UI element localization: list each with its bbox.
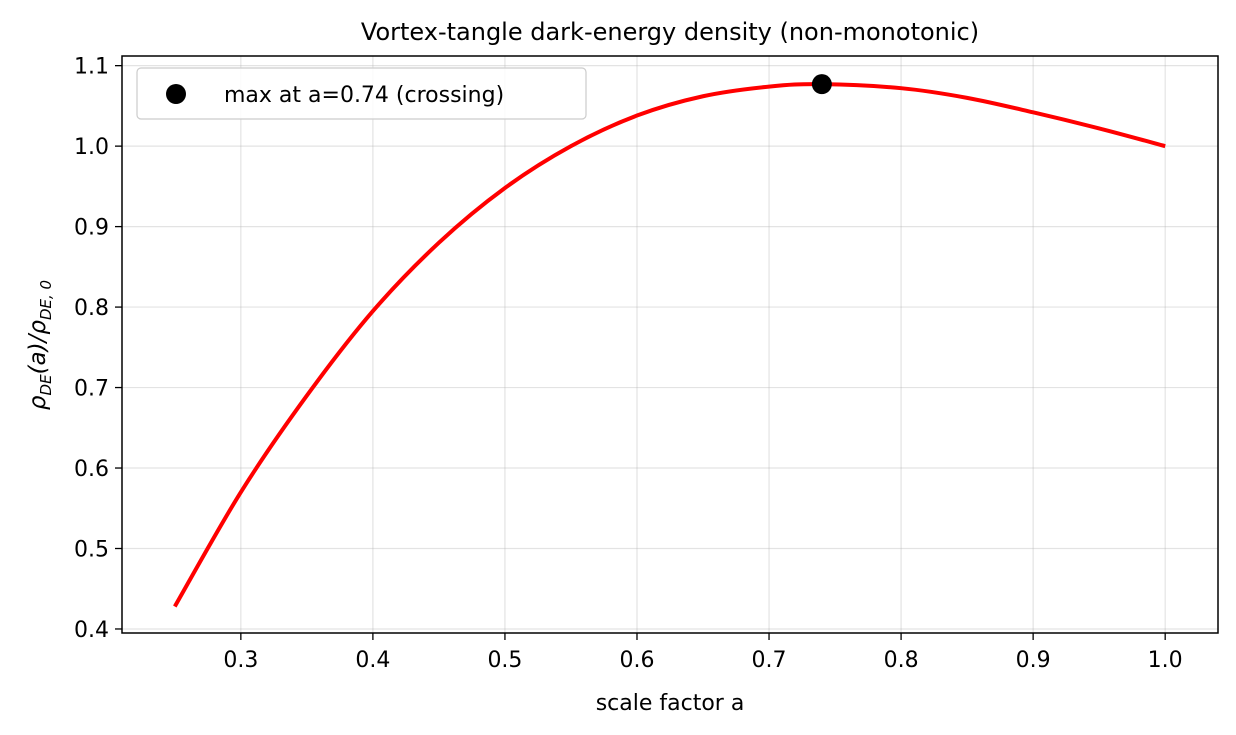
y-tick-label: 0.4 [74,618,109,643]
legend-marker [166,84,186,104]
x-tick-label: 0.3 [223,648,258,673]
density-curve [173,82,1166,608]
x-tick-label: 1.0 [1148,648,1183,673]
x-axis-label: scale factor a [596,691,745,716]
y-axis-label: ρDE(a)/ρDE, 0 [25,280,55,410]
plot-frame [121,55,1219,634]
y-tick-label: 1.0 [74,135,109,160]
svg-text:ρDE(a)/ρDE, 0: ρDE(a)/ρDE, 0 [25,280,55,410]
x-tick-label: 0.4 [355,648,390,673]
y-tick-label: 0.7 [74,377,109,402]
chart-title: Vortex-tangle dark-energy density (non-m… [361,18,979,46]
plot-series [173,74,1166,608]
x-tick-label: 0.8 [884,648,919,673]
legend-label: max at a=0.74 (crossing) [224,83,504,108]
x-tick-label: 0.7 [752,648,787,673]
y-axis: 0.4 0.5 0.6 0.7 0.8 0.9 1.0 1.1 [74,55,122,643]
x-tick-label: 0.6 [619,648,654,673]
legend-box [136,67,587,120]
y-tick-label: 1.1 [74,55,109,80]
x-tick-label: 0.5 [487,648,522,673]
max-point-marker [811,74,832,95]
y-tick-label: 0.9 [74,216,109,241]
x-axis: 0.3 0.4 0.5 0.6 0.7 0.8 0.9 1.0 [223,633,1183,673]
y-tick-label: 0.8 [74,296,109,321]
y-tick-label: 0.5 [74,538,109,563]
legend: max at a=0.74 (crossing) [136,67,587,120]
x-tick-label: 0.9 [1016,648,1051,673]
grid-lines [122,56,1218,633]
y-tick-label: 0.6 [74,457,109,482]
